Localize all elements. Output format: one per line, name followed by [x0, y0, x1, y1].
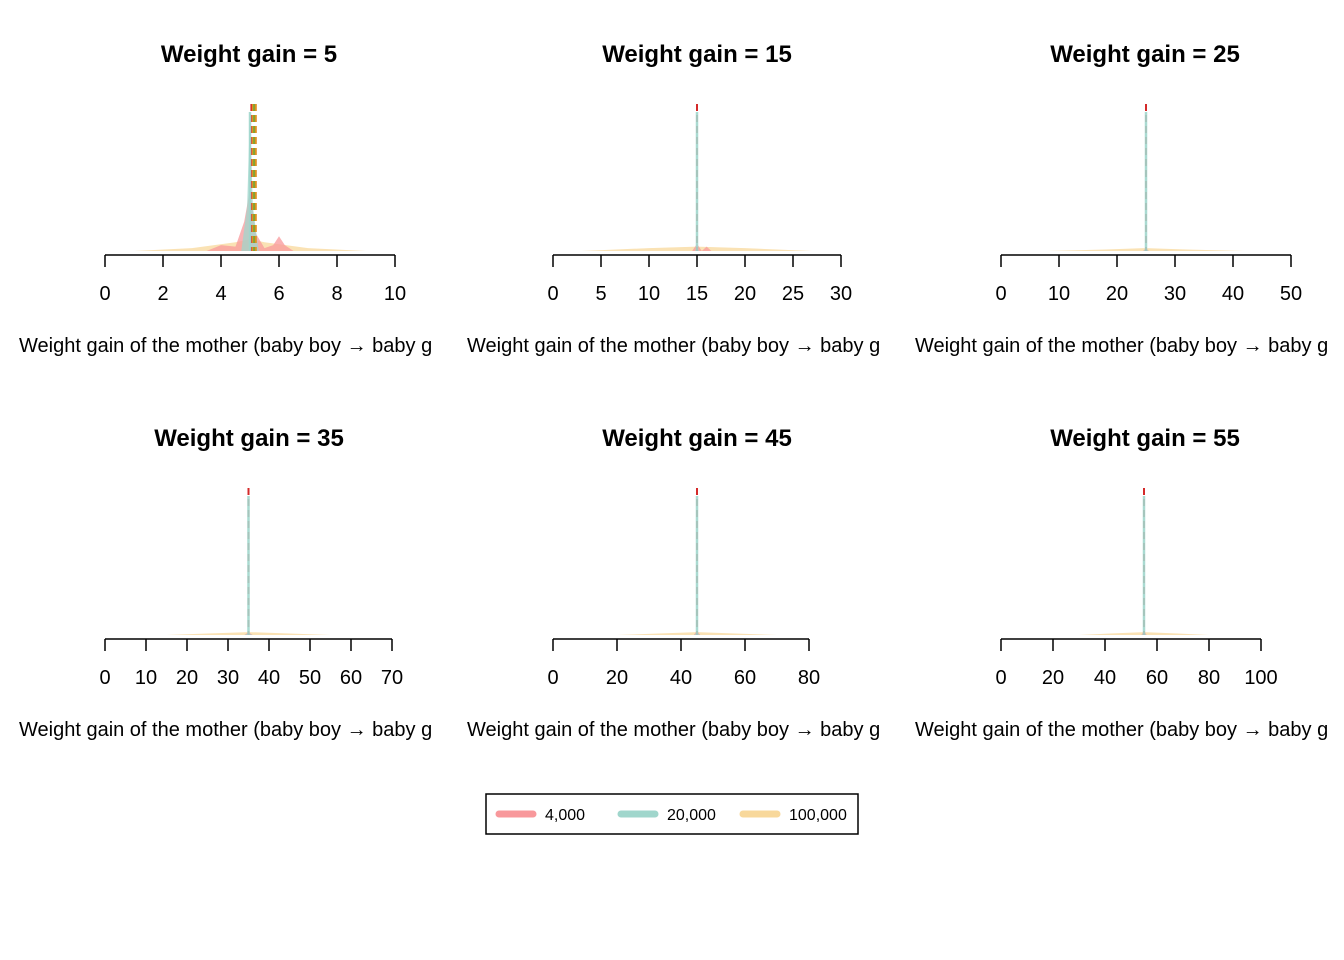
x-tick-label: 50 [299, 667, 321, 689]
x-tick-label: 30 [1164, 283, 1186, 305]
panel-1: Weight gain = 5 0 2 4 6 8 10 Weight gain of the… [19, 41, 432, 357]
x-tick-label: 0 [995, 667, 1006, 689]
x-tick-label: 80 [1198, 667, 1220, 689]
x-tick-label: 10 [384, 283, 406, 305]
legend-box [485, 793, 859, 835]
x-tick-label: 30 [830, 283, 852, 305]
legend-label-4000: 4,000 [545, 807, 585, 824]
panel-title: Weight gain = 45 [602, 425, 792, 452]
x-tick-label: 20 [1042, 667, 1064, 689]
x-tick-label: 4 [215, 283, 226, 305]
x-tick-label: 40 [1094, 667, 1116, 689]
legend: 4,000 20,000 100,000 [485, 793, 859, 835]
panel-title: Weight gain = 15 [602, 41, 792, 68]
x-tick-label: 20 [606, 667, 628, 689]
x-tick-label: 30 [217, 667, 239, 689]
x-tick-label: 60 [340, 667, 362, 689]
panels-container: Weight gain = 5 0 2 4 6 8 10 Weight gain of the… [19, 41, 1328, 741]
x-tick-label: 0 [99, 283, 110, 305]
x-tick-label: 2 [157, 283, 168, 305]
panel-2: Weight gain = 15 0 5 10 15 20 25 30 Weight gain … [467, 41, 880, 357]
x-tick-label: 0 [995, 283, 1006, 305]
panel-4: Weight gain = 35 0 10 20 30 40 50 60 70 Weight ga… [19, 425, 432, 741]
x-tick-label: 40 [258, 667, 280, 689]
x-tick-label: 80 [798, 667, 820, 689]
x-axis-label: Weight gain of the mother (baby boy → ba… [467, 335, 880, 357]
x-axis-label: Weight gain of the mother (baby boy → ba… [467, 719, 880, 741]
panel-title: Weight gain = 25 [1050, 41, 1240, 68]
x-tick-label: 60 [1146, 667, 1168, 689]
x-tick-label: 8 [331, 283, 342, 305]
panel-title: Weight gain = 35 [154, 425, 344, 452]
x-tick-label: 60 [734, 667, 756, 689]
panel-title: Weight gain = 55 [1050, 425, 1240, 452]
x-tick-label: 6 [273, 283, 284, 305]
x-tick-label: 15 [686, 283, 708, 305]
x-tick-label: 40 [670, 667, 692, 689]
legend-label-20000: 20,000 [667, 807, 716, 824]
x-tick-label: 10 [135, 667, 157, 689]
x-tick-label: 25 [782, 283, 804, 305]
panel-title: Weight gain = 5 [161, 41, 337, 68]
panel-3: Weight gain = 25 0 10 20 30 40 50 Weight gain o… [915, 41, 1328, 357]
x-tick-label: 20 [734, 283, 756, 305]
x-tick-label: 20 [1106, 283, 1128, 305]
x-tick-label: 0 [99, 667, 110, 689]
x-tick-label: 50 [1280, 283, 1302, 305]
x-axis-label: Weight gain of the mother (baby boy → ba… [19, 335, 432, 357]
x-tick-label: 5 [595, 283, 606, 305]
x-tick-label: 100 [1244, 667, 1277, 689]
x-tick-label: 70 [381, 667, 403, 689]
x-tick-label: 20 [176, 667, 198, 689]
x-tick-label: 40 [1222, 283, 1244, 305]
panel-6: Weight gain = 55 0 20 40 60 80 100 Weight gain … [915, 425, 1328, 741]
legend-label-100000: 100,000 [789, 807, 847, 824]
x-tick-label: 10 [638, 283, 660, 305]
x-axis-label: Weight gain of the mother (baby boy → ba… [915, 335, 1328, 357]
x-tick-label: 0 [547, 667, 558, 689]
panel-5: Weight gain = 45 0 20 40 60 80 Weight gain of … [467, 425, 880, 741]
x-axis-label: Weight gain of the mother (baby boy → ba… [19, 719, 432, 741]
x-tick-label: 0 [547, 283, 558, 305]
x-axis-label: Weight gain of the mother (baby boy → ba… [915, 719, 1328, 741]
x-tick-label: 10 [1048, 283, 1070, 305]
